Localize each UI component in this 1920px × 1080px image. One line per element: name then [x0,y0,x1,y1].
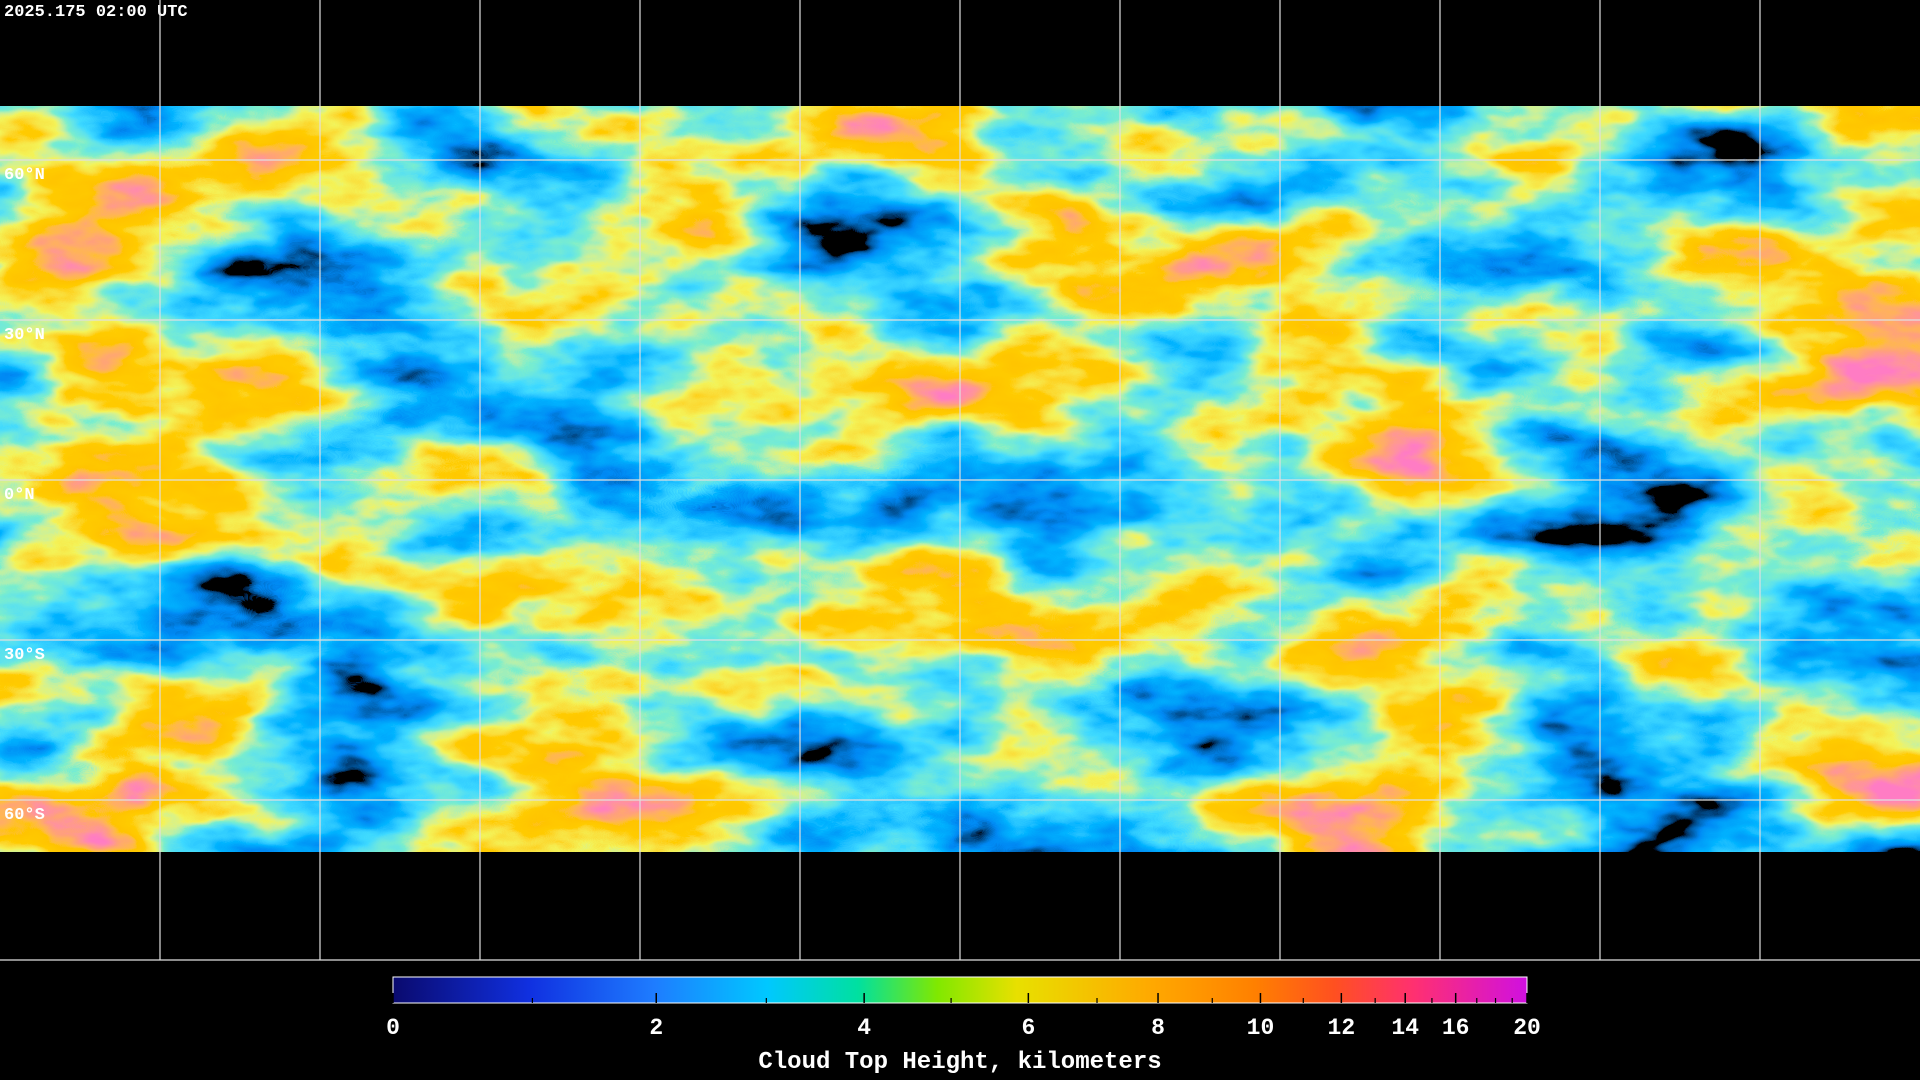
colorbar [392,976,1528,1004]
colorbar-axis: 0 2 4 6 8 10 12 14 16 20 [386,993,1541,1041]
colorbar-tick-label: 4 [857,1015,871,1041]
latitude-label: 60°N [4,166,45,185]
timestamp: 2025.175 02:00 UTC [4,3,188,22]
colorbar-tick-label: 12 [1328,1015,1356,1041]
latitude-label: 30°N [4,326,45,345]
colorbar-tick-label: 10 [1247,1015,1275,1041]
colorbar-tick-label: 20 [1513,1015,1541,1041]
latitude-label: 30°S [4,646,45,665]
colorbar-label: Cloud Top Height, kilometers [758,1049,1161,1076]
colorbar-tick-label: 8 [1151,1015,1165,1041]
colorbar-tick-label: 2 [649,1015,663,1041]
colorbar-tick-label: 0 [386,1015,400,1041]
colorbar-tick-label: 6 [1021,1015,1035,1041]
colorbar-tick-label: 14 [1391,1015,1419,1041]
grid: 60°N 30°N 0°N 30°S 60°S [0,0,1920,961]
colorbar-tick-label: 16 [1442,1015,1470,1041]
latitude-label: 60°S [4,806,45,825]
latitude-label: 0°N [4,486,35,505]
